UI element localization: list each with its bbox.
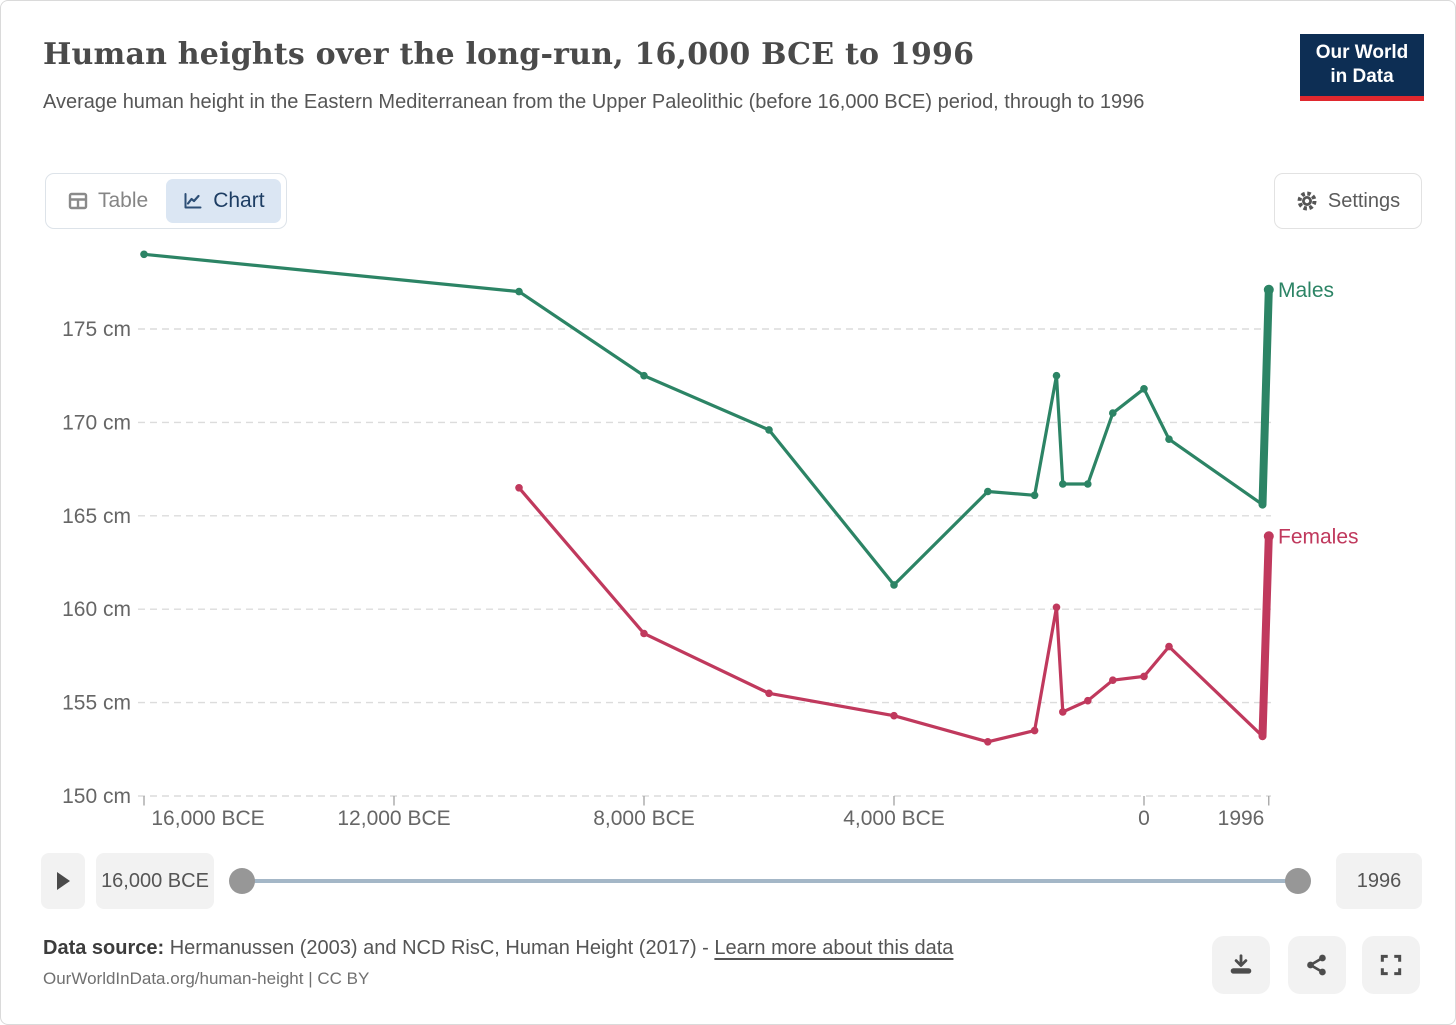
x-axis-label: 8,000 BCE xyxy=(593,807,695,830)
males-data-point xyxy=(640,371,648,380)
females-data-point xyxy=(1084,696,1092,705)
y-axis-label: 155 cm xyxy=(62,692,131,715)
slider-handle-end[interactable] xyxy=(1285,868,1311,894)
males-data-point xyxy=(765,426,773,434)
tab-chart[interactable]: Chart xyxy=(166,179,281,223)
owid-logo-line2: in Data xyxy=(1330,66,1394,87)
females-series-label: Females xyxy=(1278,525,1359,548)
y-axis-label: 170 cm xyxy=(62,411,131,434)
females-data-point xyxy=(765,689,773,698)
slider-handle-start[interactable] xyxy=(229,868,255,894)
owid-logo-red-bar xyxy=(1300,96,1424,101)
females-data-point xyxy=(1109,676,1117,684)
owid-logo: Our World in Data xyxy=(1300,34,1424,101)
females-data-point xyxy=(640,629,648,638)
males-series-label: Males xyxy=(1278,279,1334,302)
males-data-point xyxy=(1258,500,1267,509)
males-data-point xyxy=(1165,435,1173,444)
tab-table[interactable]: Table xyxy=(51,179,164,223)
view-tabs: Table Chart xyxy=(45,173,287,229)
timeline-end-label[interactable]: 1996 xyxy=(1336,853,1422,909)
females-data-point xyxy=(1263,531,1274,542)
x-axis-label: 16,000 BCE xyxy=(151,807,264,830)
y-axis-label: 175 cm xyxy=(62,318,131,341)
males-data-point xyxy=(1084,480,1092,488)
chart-subtitle: Average human height in the Eastern Medi… xyxy=(43,91,1145,113)
females-data-point xyxy=(1165,642,1173,651)
males-data-point xyxy=(890,581,898,589)
females-data-point xyxy=(1059,708,1067,716)
females-data-point xyxy=(515,484,523,492)
males-data-point xyxy=(1109,409,1117,417)
males-data-point xyxy=(1140,385,1148,393)
timeline-start-label[interactable]: 16,000 BCE xyxy=(96,853,214,909)
females-data-point xyxy=(1258,732,1267,740)
females-line xyxy=(517,486,1271,744)
owid-logo-line1: Our World xyxy=(1315,42,1409,63)
tab-table-label: Table xyxy=(98,189,149,212)
data-source-label: Data source: xyxy=(43,937,165,959)
page-title: Human heights over the long-run, 16,000 … xyxy=(43,37,975,72)
x-axis-label: 12,000 BCE xyxy=(337,807,450,830)
slider-track[interactable] xyxy=(242,879,1298,883)
play-button[interactable] xyxy=(41,853,85,909)
males-data-point xyxy=(140,250,148,259)
data-source-text: Hermanussen (2003) and NCD RisC, Human H… xyxy=(164,937,715,959)
females-data-point xyxy=(1030,726,1039,735)
females-data-point xyxy=(1052,603,1061,612)
line-chart-icon xyxy=(184,193,202,209)
x-axis-label: 1996 xyxy=(1218,807,1265,830)
males-data-point xyxy=(984,487,992,496)
males-line xyxy=(142,252,1271,587)
y-axis-label: 160 cm xyxy=(62,598,131,621)
data-source-line: Data source: Hermanussen (2003) and NCD … xyxy=(43,937,953,960)
y-axis-label: 165 cm xyxy=(62,505,131,528)
males-data-point xyxy=(1059,480,1067,488)
learn-more-link[interactable]: Learn more about this data xyxy=(714,937,954,959)
settings-button-label: Settings xyxy=(1327,189,1401,212)
gear-icon xyxy=(1297,191,1317,211)
play-icon xyxy=(57,872,70,890)
owid-logo-text: Our World in Data xyxy=(1300,34,1424,96)
x-axis-label: 0 xyxy=(1138,807,1150,830)
settings-button[interactable]: Settings xyxy=(1274,173,1422,229)
x-axis-label: 4,000 BCE xyxy=(843,807,945,830)
males-data-point xyxy=(1052,371,1061,380)
males-data-point xyxy=(515,287,523,296)
table-icon xyxy=(68,192,88,210)
download-button[interactable] xyxy=(1212,936,1270,994)
females-modern-segment xyxy=(1258,532,1273,741)
y-axis-label: 150 cm xyxy=(62,785,131,808)
males-data-point xyxy=(1030,491,1039,500)
download-icon xyxy=(1230,954,1252,974)
timeline-slider[interactable] xyxy=(229,853,1311,909)
females-data-point xyxy=(984,738,992,746)
females-data-point xyxy=(890,711,898,720)
males-data-point xyxy=(1263,284,1274,295)
females-data-point xyxy=(1140,672,1148,681)
share-button[interactable] xyxy=(1288,936,1346,994)
share-icon xyxy=(1307,954,1326,976)
males-modern-segment xyxy=(1258,285,1273,509)
tab-chart-label: Chart xyxy=(213,189,265,212)
fullscreen-button[interactable] xyxy=(1362,936,1420,994)
fullscreen-icon xyxy=(1380,954,1402,976)
citation-line: OurWorldInData.org/human-height | CC BY xyxy=(43,969,370,988)
